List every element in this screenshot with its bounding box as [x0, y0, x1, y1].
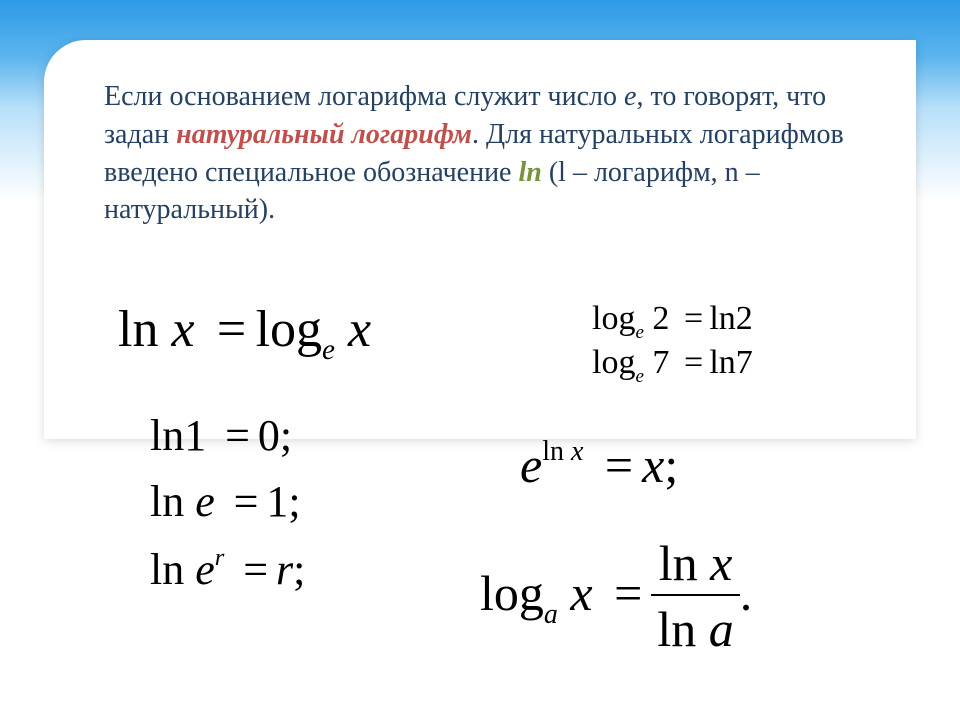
eq-sign: =: [235, 545, 276, 594]
punct: ;: [664, 437, 678, 493]
arg-1: 1: [184, 411, 206, 460]
sup-fn-ln: ln: [542, 436, 564, 467]
eq-sign: =: [208, 301, 256, 358]
arg-2: 2: [736, 300, 753, 337]
para-emphasis-natural-log: натуральный логарифм: [176, 119, 472, 150]
fn-ln: ln: [150, 477, 184, 526]
sp: [335, 301, 348, 358]
para-text-1: Если основанием логарифма служит число: [104, 81, 624, 112]
val-r: r: [276, 545, 293, 594]
eq-sign: =: [678, 344, 709, 381]
var-e: e: [520, 437, 542, 493]
eq-sign: =: [678, 300, 709, 337]
fn-ln: ln: [150, 411, 184, 460]
val-0: 0;: [258, 411, 292, 460]
val-1: 1;: [266, 477, 300, 526]
formulas-area: ln x =loge x loge 2 =ln2 loge 7 =ln7 ln1…: [0, 300, 960, 720]
fn-ln: ln: [659, 535, 698, 591]
fraction-numerator: ln x: [651, 534, 739, 594]
sup-r: r: [215, 544, 225, 571]
sub-e: e: [635, 322, 643, 343]
fraction: ln x ln a: [651, 534, 739, 658]
eq-sign: =: [226, 477, 267, 526]
sub-e: e: [635, 366, 643, 387]
sub-e: e: [322, 334, 335, 366]
fn-log: log: [592, 344, 635, 381]
formula-ln1: ln1 =0;: [150, 410, 292, 461]
fraction-denominator: ln a: [651, 594, 739, 658]
formula-lner: ln er =r;: [150, 544, 305, 595]
var-x: x: [710, 535, 732, 591]
eq-sign: =: [605, 565, 651, 621]
fn-ln: ln: [709, 344, 735, 381]
punct: .: [740, 565, 753, 621]
sp: [698, 535, 711, 591]
definition-paragraph: Если основанием логарифма служит число е…: [104, 78, 868, 229]
arg-2: 2: [644, 300, 670, 337]
fn-ln: ln: [657, 601, 696, 657]
fn-ln: ln: [150, 545, 184, 594]
sp: [158, 301, 171, 358]
sp: [184, 545, 195, 594]
slide: Если основанием логарифма служит число е…: [0, 0, 960, 720]
sup-lnx: ln x: [542, 436, 583, 467]
para-e-letter: е: [624, 81, 636, 112]
fn-ln: ln: [118, 301, 158, 358]
formula-example-1: loge 2 =ln2: [592, 300, 753, 344]
var-x: x: [348, 301, 371, 358]
fn-log: log: [256, 301, 322, 358]
fn-log: log: [592, 300, 635, 337]
var-x: x: [642, 437, 664, 493]
para-ln-notation: ln: [518, 157, 541, 188]
formula-e-lnx: eln x =x;: [520, 436, 678, 494]
fn-log: log: [480, 565, 544, 621]
sp: [564, 436, 571, 467]
arg-7: 7: [644, 344, 670, 381]
var-e: e: [195, 545, 215, 594]
punct: ;: [293, 545, 305, 594]
formula-main-definition: ln x =loge x: [118, 300, 371, 367]
fn-ln: ln: [709, 300, 735, 337]
formula-change-base: loga x = ln x ln a .: [480, 534, 752, 658]
var-x: x: [570, 565, 592, 621]
eq-sign: =: [596, 437, 642, 493]
sp: [184, 477, 195, 526]
formula-lne: ln e =1;: [150, 476, 301, 527]
sub-a: a: [544, 599, 558, 630]
sp: [696, 601, 709, 657]
var-e: e: [195, 477, 215, 526]
formula-example-2: loge 7 =ln7: [592, 344, 753, 388]
var-x: x: [171, 301, 194, 358]
var-a: a: [709, 601, 734, 657]
sp: [558, 565, 571, 621]
arg-7: 7: [736, 344, 753, 381]
sup-var-x: x: [571, 436, 583, 467]
eq-sign: =: [217, 411, 258, 460]
